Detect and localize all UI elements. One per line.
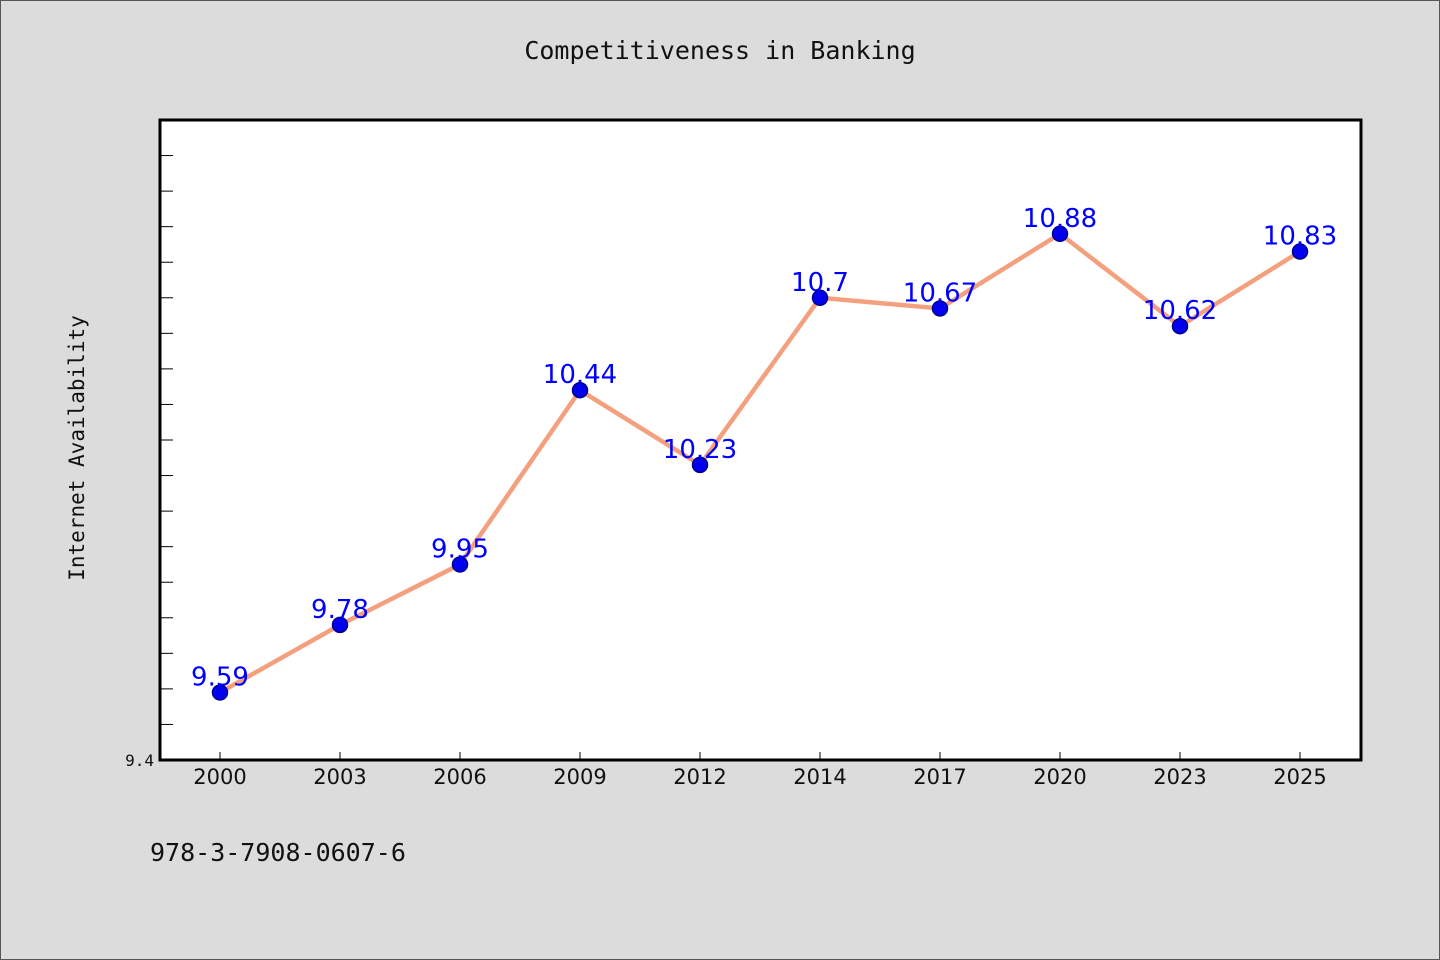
- data-point: [931, 300, 949, 317]
- x-tick-label: 2012: [673, 765, 726, 789]
- data-label: 10.23: [663, 435, 737, 465]
- data-point: [451, 556, 469, 573]
- chart-title: Competitiveness in Banking: [524, 36, 916, 65]
- x-tick-label: 2017: [913, 765, 966, 789]
- data-label: 9.95: [431, 534, 489, 564]
- data-label: 10.62: [1143, 296, 1217, 326]
- footer-id-text: 978-3-7908-0607-6: [150, 838, 406, 867]
- data-label: 9.59: [191, 662, 249, 692]
- data-point: [1291, 243, 1309, 260]
- data-label: 10.88: [1023, 204, 1097, 234]
- data-point: [211, 684, 229, 701]
- x-tick-label: 2020: [1033, 765, 1086, 789]
- series-line: [217, 231, 1303, 695]
- data-label: 9.78: [311, 595, 369, 625]
- x-tick-label: 2014: [793, 765, 846, 789]
- x-tick-label: 2025: [1273, 765, 1326, 789]
- plot-area: [158, 118, 1363, 762]
- data-point: [1051, 225, 1069, 243]
- x-tick-label: 2003: [313, 765, 366, 789]
- y-tick-label: 9.4: [125, 751, 154, 770]
- data-point: [331, 616, 349, 634]
- data-point: [1171, 317, 1189, 335]
- x-tick-label: 2023: [1153, 765, 1206, 789]
- data-point: [571, 381, 589, 399]
- data-label: 10.67: [903, 278, 977, 308]
- x-tick-label: 2009: [553, 765, 606, 789]
- data-point: [691, 456, 709, 474]
- data-point: [811, 289, 829, 307]
- x-tick-label: 2006: [433, 765, 486, 789]
- data-label: 10.83: [1263, 222, 1337, 252]
- data-label: 10.44: [543, 360, 617, 390]
- data-label: 10.7: [791, 268, 849, 298]
- x-tick-label: 2000: [193, 765, 246, 789]
